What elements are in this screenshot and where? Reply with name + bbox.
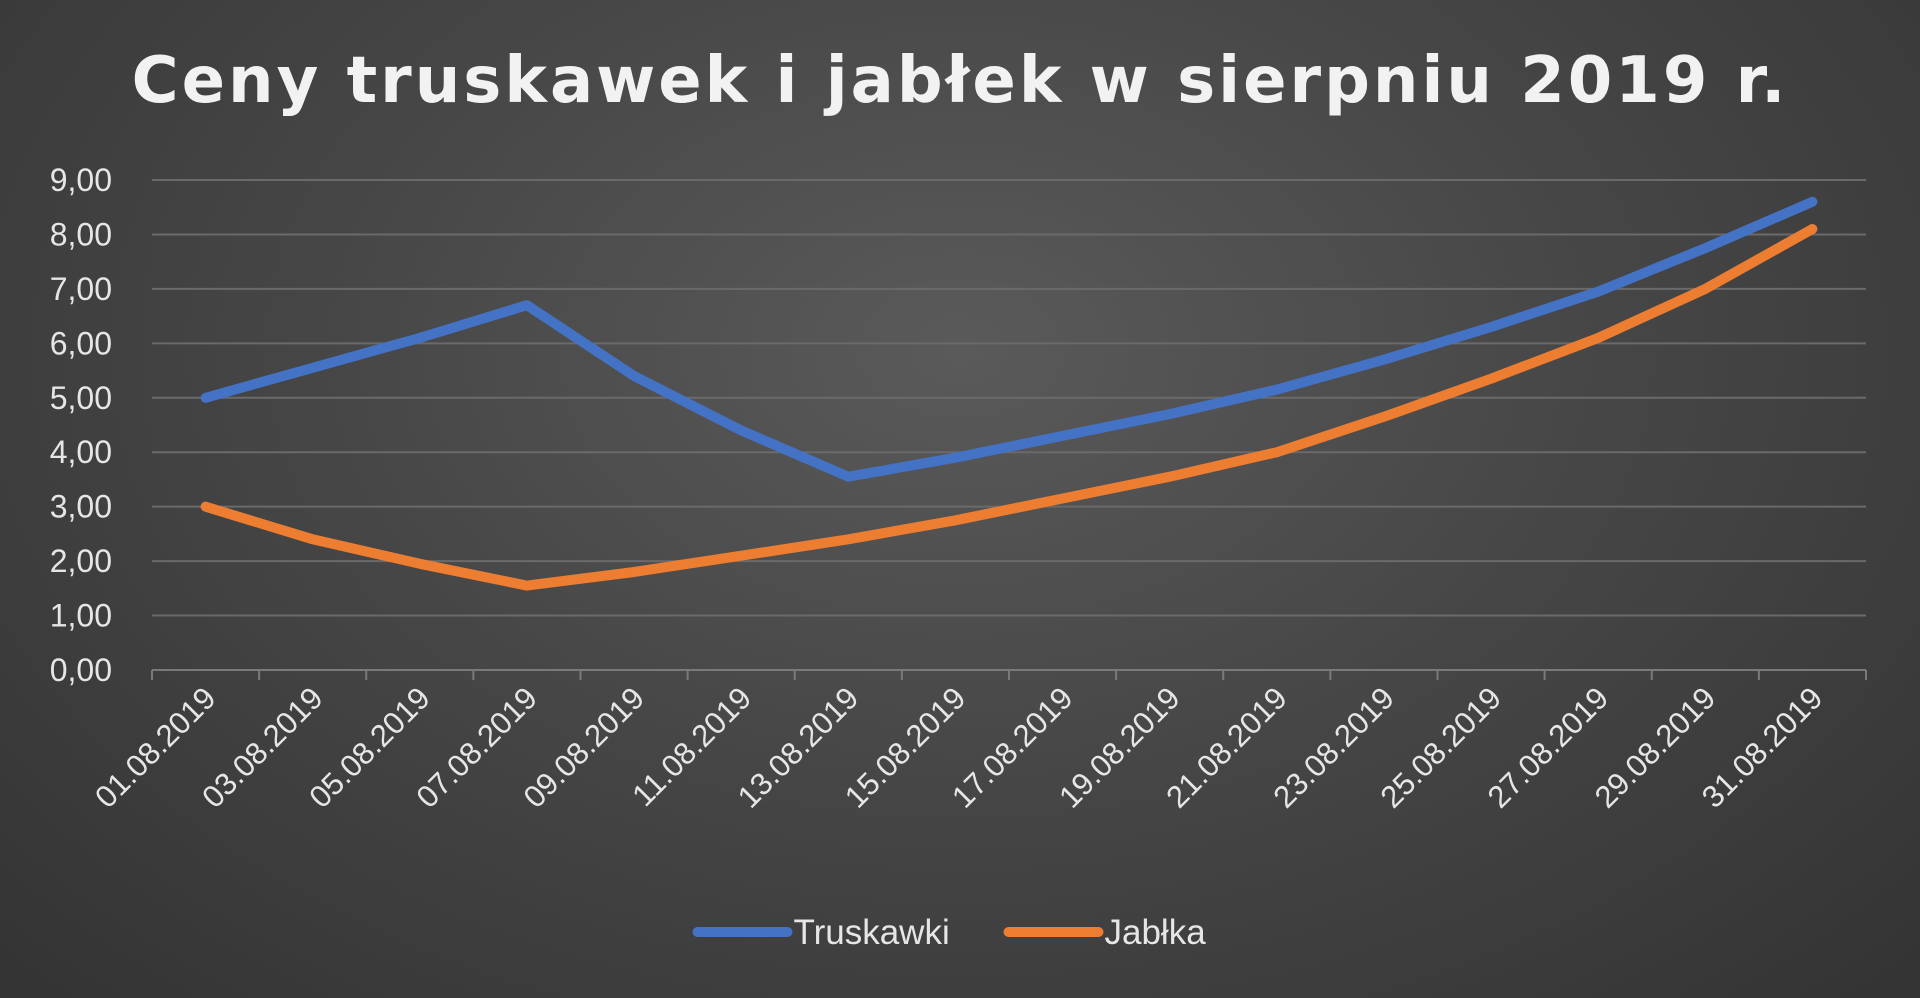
y-tick-label: 1,00 [50, 598, 112, 634]
x-axis: 01.08.201903.08.201905.08.201907.08.2019… [88, 669, 1867, 815]
legend-label-1: Jabłka [1105, 913, 1207, 952]
gridlines [152, 179, 1866, 617]
y-tick-label: 3,00 [50, 489, 112, 525]
y-tick-label: 2,00 [50, 543, 112, 579]
chart-title: Ceny truskawek i jabłek w sierpniu 2019 … [132, 44, 1789, 118]
y-axis: 0,00 1,00 2,00 3,00 4,00 5,00 6,00 7,00 8,00 9,00 [50, 162, 112, 688]
y-tick-label: 4,00 [50, 434, 112, 470]
series-lines [200, 196, 1818, 591]
series-line-0 [200, 196, 1818, 482]
y-tick-label: 9,00 [50, 162, 112, 198]
legend: Truskawki Jabłka [692, 913, 1207, 952]
y-tick-label: 7,00 [50, 271, 112, 307]
y-tick-label: 0,00 [50, 652, 112, 688]
y-tick-label: 8,00 [50, 216, 112, 252]
y-tick-label: 5,00 [50, 380, 112, 416]
series-line-1 [200, 224, 1818, 591]
y-tick-label: 6,00 [50, 325, 112, 361]
legend-label-0: Truskawki [794, 913, 950, 952]
